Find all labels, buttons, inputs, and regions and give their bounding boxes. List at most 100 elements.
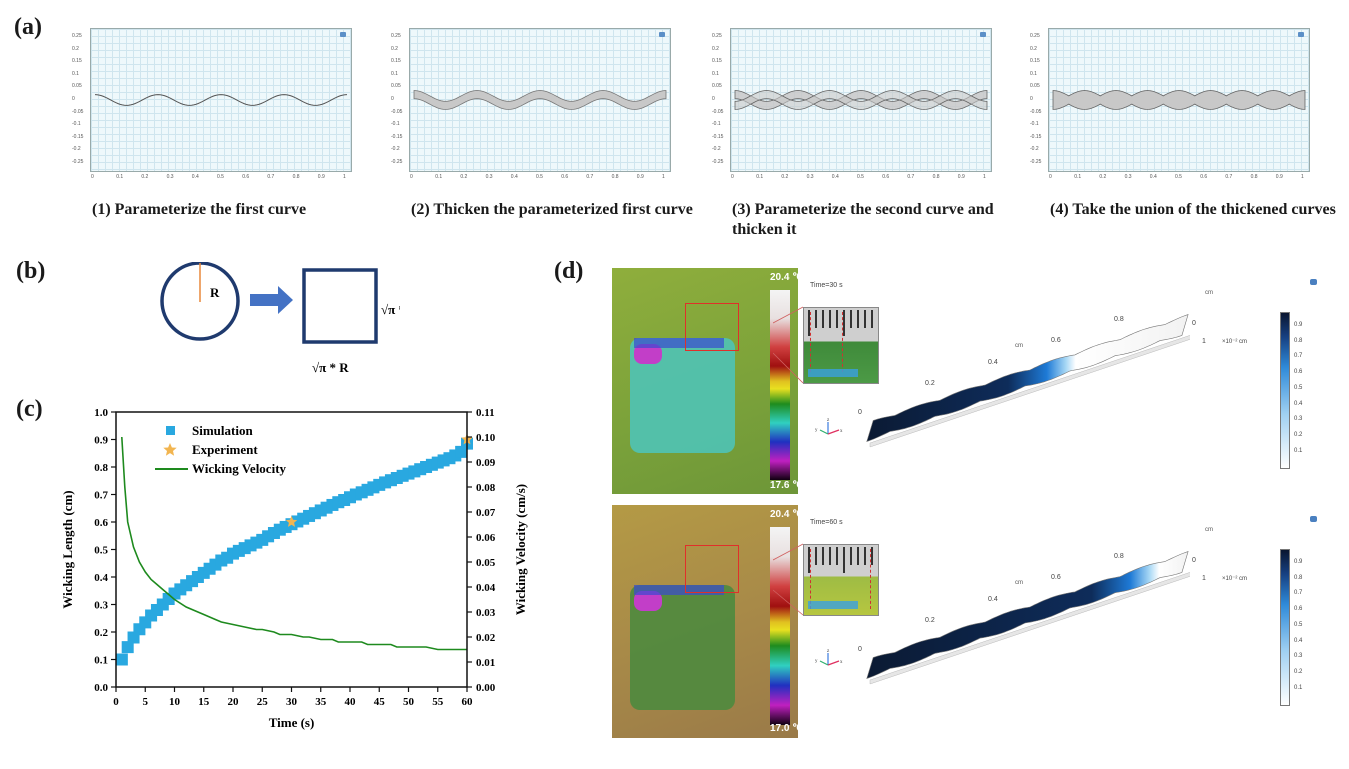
x-tick-label: 5: [143, 696, 149, 708]
y-tick-label: 0.9: [94, 435, 108, 447]
colorbar-tick-label: 0.8: [1294, 574, 1303, 581]
svg-text:z: z: [827, 418, 830, 423]
view-icon: [980, 32, 986, 37]
y-tick-label: -0.1: [712, 121, 721, 128]
x-tick-label: 0.4: [510, 174, 518, 180]
y-tick-label: -0.05: [72, 108, 84, 115]
y-tick-label: 0.25: [391, 33, 401, 39]
svg-text:z: z: [827, 649, 830, 654]
svg-text:y: y: [815, 428, 818, 433]
x-tick-label: 0.4: [1149, 174, 1157, 180]
y-tick-label: -0.2: [391, 146, 400, 153]
experiment-point: [285, 516, 298, 527]
thermal-image-2: [612, 505, 798, 738]
x-tick-label: 0.6: [242, 174, 250, 180]
geometry-view-1: [90, 28, 352, 172]
x-tick-label: 0.1: [435, 174, 443, 180]
y-tick-label: 0.2: [94, 627, 108, 639]
x-tick-label: 25: [257, 696, 269, 708]
y-tick-label: 0.15: [712, 58, 722, 65]
y-tick-label: 0.15: [72, 58, 82, 65]
z-tick-label: 1: [1202, 338, 1206, 345]
simulation-3d-view-2: [866, 551, 1190, 685]
colorbar-tick-label: 0.9: [1294, 322, 1303, 328]
y2-tick-label: 0.02: [476, 632, 496, 644]
axis-triad-icon: z x y: [815, 418, 843, 435]
colorbar-tick-label: 0.4: [1294, 637, 1303, 644]
y-tick-label: 0.2: [391, 45, 398, 52]
svg-text:x: x: [840, 429, 843, 434]
x-tick-label: 0.1: [1074, 174, 1082, 180]
colorbar-tick-label: 0.2: [1294, 431, 1303, 438]
y-tick-label: 0.1: [712, 70, 719, 77]
x-tick-label: 0.6: [882, 174, 890, 180]
side-label-right: √π * R: [381, 302, 400, 317]
legend-marker-simulation: [166, 426, 175, 435]
y2-tick-label: 0.00: [476, 682, 496, 694]
y-tick-label: 0.2: [1030, 45, 1037, 52]
y2-tick-label: 0.04: [476, 582, 496, 594]
legend-label-velocity: Wicking Velocity: [192, 461, 287, 476]
y2-tick-label: 0.11: [476, 407, 495, 419]
y2-tick-label: 0.08: [476, 482, 496, 494]
y-tick-label: -0.05: [391, 108, 403, 115]
y-tick-label: -0.2: [712, 146, 721, 153]
y-tick-label: 0.25: [1030, 33, 1040, 39]
y-tick-label: 0.1: [72, 70, 79, 77]
y-tick-label: -0.25: [391, 159, 403, 165]
base-plane: [869, 572, 1190, 685]
y-tick-label: -0.25: [72, 159, 84, 165]
y-tick-label: -0.2: [72, 146, 81, 153]
thickened-curve-2: [734, 90, 988, 110]
union-geometry: [1052, 90, 1306, 110]
colorbar-tick-label: 0.7: [1294, 590, 1303, 597]
y2-tick-label: 0.03: [476, 607, 496, 619]
simulation-point: [115, 653, 128, 666]
y-tick-label: -0.25: [712, 159, 724, 165]
colorbar-tick-label: 0.3: [1294, 653, 1303, 660]
x-tick-label: 0.7: [586, 174, 594, 180]
x-tick-label: 0.5: [857, 174, 864, 180]
x-tick-label: 0: [410, 174, 413, 180]
z-axis-label: ×10⁻² cm: [1222, 339, 1248, 345]
y-tick-label: 0.25: [712, 33, 722, 39]
axis-tick-label: 0.8: [1114, 553, 1124, 561]
legend-marker-experiment: [163, 443, 177, 456]
x-tick-label: 0.8: [292, 174, 300, 180]
y-tick-label: 0.05: [712, 83, 722, 90]
colorbar-tick-label: 0.1: [1294, 447, 1303, 454]
axis-tick-label: 0.4: [988, 358, 998, 366]
axis-tick-label: 0.6: [1051, 337, 1061, 345]
y-tick-label: 0.05: [72, 83, 82, 90]
geometry-view-2: [409, 28, 671, 172]
saturation-colorbar: [1280, 312, 1290, 469]
x-tick-label: 0: [91, 174, 94, 180]
view-icon: [1310, 516, 1317, 522]
panel-b-diagram: R √π * R √π * R: [160, 262, 400, 375]
y-tick-label: 0.7: [94, 490, 108, 502]
time-label: Time=30 s: [810, 282, 843, 289]
panel-b-label: (b): [16, 258, 46, 284]
view-icon: [659, 32, 665, 37]
x-tick-label: 0.8: [932, 174, 940, 180]
x-tick-label: 1: [1301, 174, 1304, 180]
y-tick-label: -0.15: [712, 133, 724, 140]
view-icon: [1310, 279, 1317, 285]
x-tick-label: 45: [374, 696, 386, 708]
axis-tick-label: 0.6: [1051, 574, 1061, 582]
axis-unit-label: cm: [1205, 527, 1213, 533]
x-tick-label: 0.9: [636, 174, 644, 180]
y-tick-label: 0.0: [94, 682, 108, 694]
colorbar-tick-label: 0.7: [1294, 353, 1303, 360]
z-tick-label: 0: [1192, 320, 1196, 327]
x-tick-label: 0.3: [485, 174, 493, 180]
y-tick-label: 1.0: [94, 407, 108, 419]
wicking-strip: [866, 314, 1189, 442]
thermal-image-1: [612, 268, 798, 494]
axis-tick-label: 0: [858, 409, 862, 416]
x-tick-label: 1: [983, 174, 986, 180]
axis-tick-label: 0: [858, 646, 862, 653]
legend-label-simulation: Simulation: [192, 423, 253, 438]
zoom-connector: [773, 306, 803, 384]
temp-max-label: 20.4 ℃: [770, 272, 804, 283]
